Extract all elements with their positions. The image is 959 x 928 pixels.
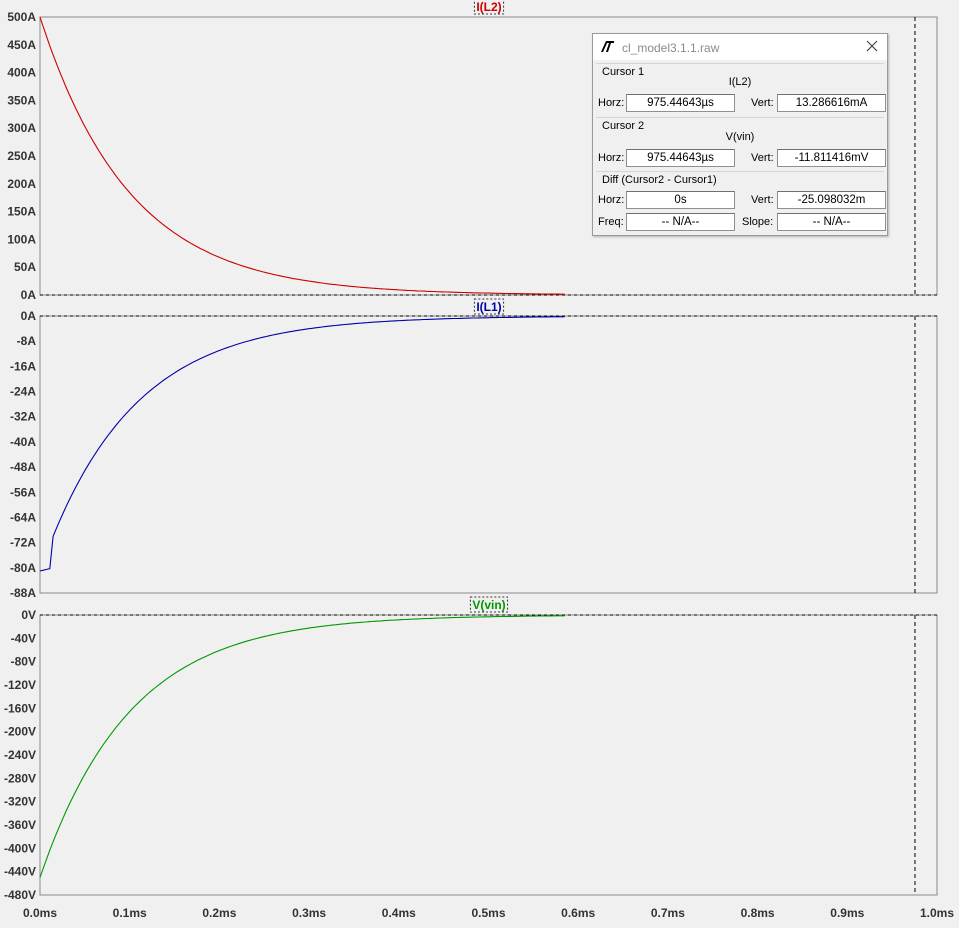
trace-label[interactable]: I(L1) — [476, 300, 501, 314]
y-tick-label: 350A — [7, 93, 36, 107]
y-tick-label: -160V — [4, 701, 36, 715]
y-tick-label: -64A — [10, 510, 36, 524]
y-tick-label: -320V — [4, 795, 36, 809]
y-tick-label: 50A — [14, 260, 36, 274]
dialog-titlebar[interactable]: cl_model3.1.1.raw — [593, 34, 887, 60]
y-tick-label: -32A — [10, 410, 36, 424]
x-tick-label: 0.0ms — [23, 906, 57, 920]
y-tick-label: 0V — [21, 608, 36, 622]
close-icon[interactable] — [863, 37, 881, 55]
trace-line — [39, 615, 565, 878]
plot-pane — [39, 315, 938, 594]
cursor1-horz-field[interactable]: 975.44643µs — [626, 94, 735, 112]
cursor2-heading: Cursor 2 — [602, 120, 645, 132]
y-tick-label: 400A — [7, 66, 36, 80]
y-tick-label: -72A — [10, 536, 36, 550]
plot-pane — [39, 614, 938, 896]
trace-line — [39, 16, 565, 295]
trace-label[interactable]: I(L2) — [476, 0, 501, 14]
x-tick-label: 0.9ms — [830, 906, 864, 920]
y-tick-label: -440V — [4, 865, 36, 879]
x-tick-label: 0.5ms — [471, 906, 505, 920]
y-tick-label: -40V — [11, 631, 36, 645]
cursor-dialog[interactable]: cl_model3.1.1.raw Cursor 1 I(L2) Horz: 9… — [592, 33, 888, 236]
x-tick-label: 0.3ms — [292, 906, 326, 920]
cursor2-vert-label: Vert: — [751, 152, 774, 164]
x-tick-label: 1.0ms — [920, 906, 954, 920]
y-tick-label: -16A — [10, 359, 36, 373]
cursor1-group: Cursor 1 I(L2) Horz: 975.44643µs Vert: 1… — [596, 63, 886, 116]
y-tick-label: 450A — [7, 38, 36, 52]
diff-freq-label: Freq: — [598, 216, 624, 228]
y-tick-label: 150A — [7, 205, 36, 219]
trace-line — [39, 316, 565, 572]
cursor2-horz-field[interactable]: 975.44643µs — [626, 149, 735, 167]
y-tick-label: 0A — [21, 309, 37, 323]
y-tick-label: -40A — [10, 435, 36, 449]
diff-slope-field[interactable]: -- N/A-- — [777, 213, 886, 231]
cursor2-horz-label: Horz: — [598, 152, 625, 164]
trace-label-box[interactable] — [473, 298, 505, 315]
cursor1-heading: Cursor 1 — [602, 66, 645, 78]
diff-slope-label: Slope: — [742, 216, 774, 228]
x-tick-label: 0.2ms — [202, 906, 236, 920]
trace-label-box[interactable] — [473, 0, 505, 15]
x-tick-label: 0.4ms — [382, 906, 416, 920]
y-tick-label: -240V — [4, 748, 36, 762]
y-tick-label: 200A — [7, 177, 36, 191]
ltspice-logo-icon — [599, 39, 616, 54]
cursor1-horz-label: Horz: — [598, 97, 625, 109]
y-tick-label: -80V — [11, 655, 36, 669]
y-tick-label: -56A — [10, 485, 36, 499]
cursor2-vert-field[interactable]: -11.811416mV — [777, 149, 886, 167]
y-tick-label: 300A — [7, 121, 36, 135]
dialog-title: cl_model3.1.1.raw — [622, 41, 720, 55]
trace-label[interactable]: V(vin) — [472, 598, 505, 612]
x-tick-label: 0.6ms — [561, 906, 595, 920]
y-tick-label: -480V — [4, 888, 36, 902]
y-tick-label: -24A — [10, 385, 36, 399]
x-tick-label: 0.8ms — [741, 906, 775, 920]
y-tick-label: -280V — [4, 771, 36, 785]
cursor2-trace-name: V(vin) — [725, 131, 755, 143]
diff-vert-field[interactable]: -25.098032m — [777, 191, 886, 209]
diff-horz-label: Horz: — [598, 194, 625, 206]
trace-label-box[interactable] — [469, 596, 509, 613]
diff-vert-label: Vert: — [751, 194, 774, 206]
y-tick-label: 250A — [7, 149, 36, 163]
diff-horz-field[interactable]: 0s — [626, 191, 735, 209]
cursor1-vert-label: Vert: — [751, 97, 774, 109]
y-tick-label: -80A — [10, 561, 36, 575]
x-tick-label: 0.1ms — [113, 906, 147, 920]
cursor2-group: Cursor 2 V(vin) Horz: 975.44643µs Vert: … — [596, 117, 886, 170]
y-tick-label: -400V — [4, 841, 36, 855]
x-tick-label: 0.7ms — [651, 906, 685, 920]
y-tick-label: 100A — [7, 232, 36, 246]
y-tick-label: -88A — [10, 586, 36, 600]
y-tick-label: -8A — [17, 334, 37, 348]
diff-group: Diff (Cursor2 - Cursor1) Horz: 0s Vert: … — [596, 171, 886, 234]
cursor1-vert-field[interactable]: 13.286616mA — [777, 94, 886, 112]
y-tick-label: -360V — [4, 818, 36, 832]
y-tick-label: 500A — [7, 10, 36, 24]
diff-freq-field[interactable]: -- N/A-- — [626, 213, 735, 231]
y-tick-label: -48A — [10, 460, 36, 474]
y-tick-label: -120V — [4, 678, 36, 692]
y-tick-label: 0A — [21, 288, 37, 302]
diff-heading: Diff (Cursor2 - Cursor1) — [602, 174, 717, 186]
cursor1-trace-name: I(L2) — [728, 76, 752, 88]
y-tick-label: -200V — [4, 725, 36, 739]
